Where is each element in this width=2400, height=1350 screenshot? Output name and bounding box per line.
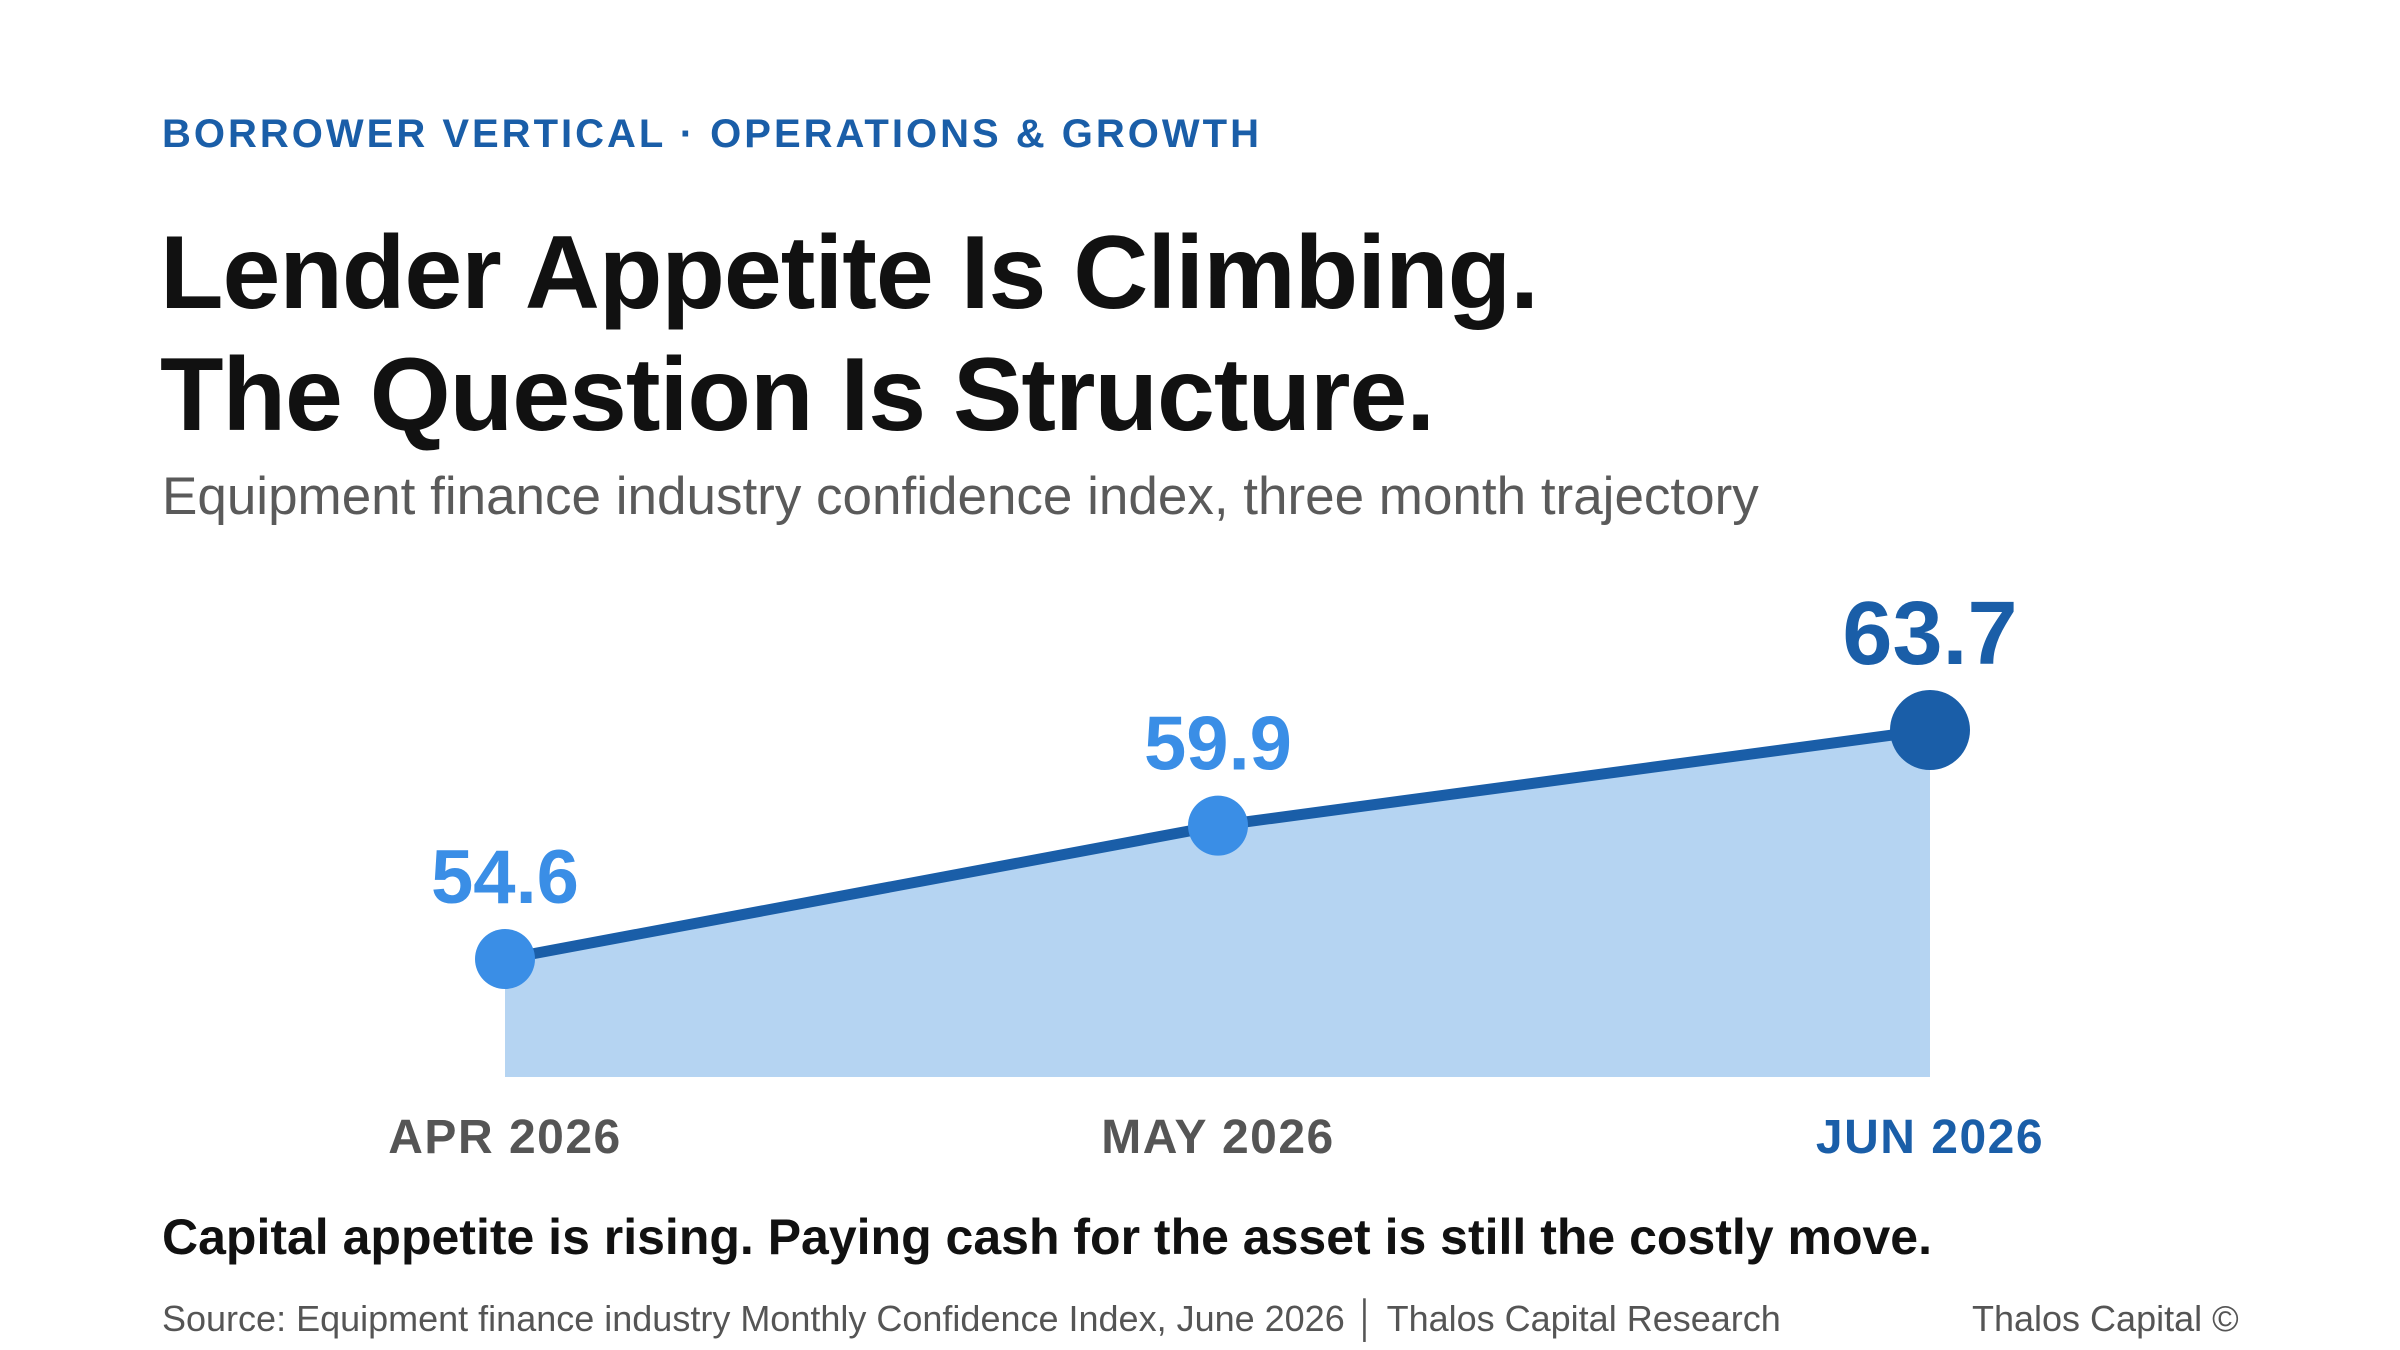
brand-credit: Thalos Capital © <box>1972 1298 2239 1339</box>
area-fill <box>505 730 1930 1077</box>
value-label-0: 54.6 <box>431 835 579 920</box>
data-point-0 <box>475 929 535 989</box>
headline: Lender Appetite Is Climbing. The Questio… <box>160 212 1539 456</box>
headline-line-2: The Question Is Structure. <box>160 337 1435 453</box>
x-tick-label-1: MAY 2026 <box>1101 1111 1335 1164</box>
data-point-1 <box>1188 795 1248 856</box>
source-note: Source: Equipment finance industry Month… <box>162 1298 1781 1339</box>
headline-line-1: Lender Appetite Is Climbing. <box>160 215 1539 331</box>
x-tick-label-2: JUN 2026 <box>1816 1111 2044 1164</box>
x-tick-label-0: APR 2026 <box>388 1111 621 1164</box>
eyebrow-label: BORROWER VERTICAL · OPERATIONS & GROWTH <box>162 112 1262 156</box>
key-takeaway: Capital appetite is rising. Paying cash … <box>162 1209 1932 1265</box>
data-point-2 <box>1890 690 1970 770</box>
value-label-1: 59.9 <box>1144 702 1292 787</box>
value-label-2: 63.7 <box>1842 584 2017 684</box>
chart-subtitle: Equipment finance industry confidence in… <box>162 467 1759 526</box>
